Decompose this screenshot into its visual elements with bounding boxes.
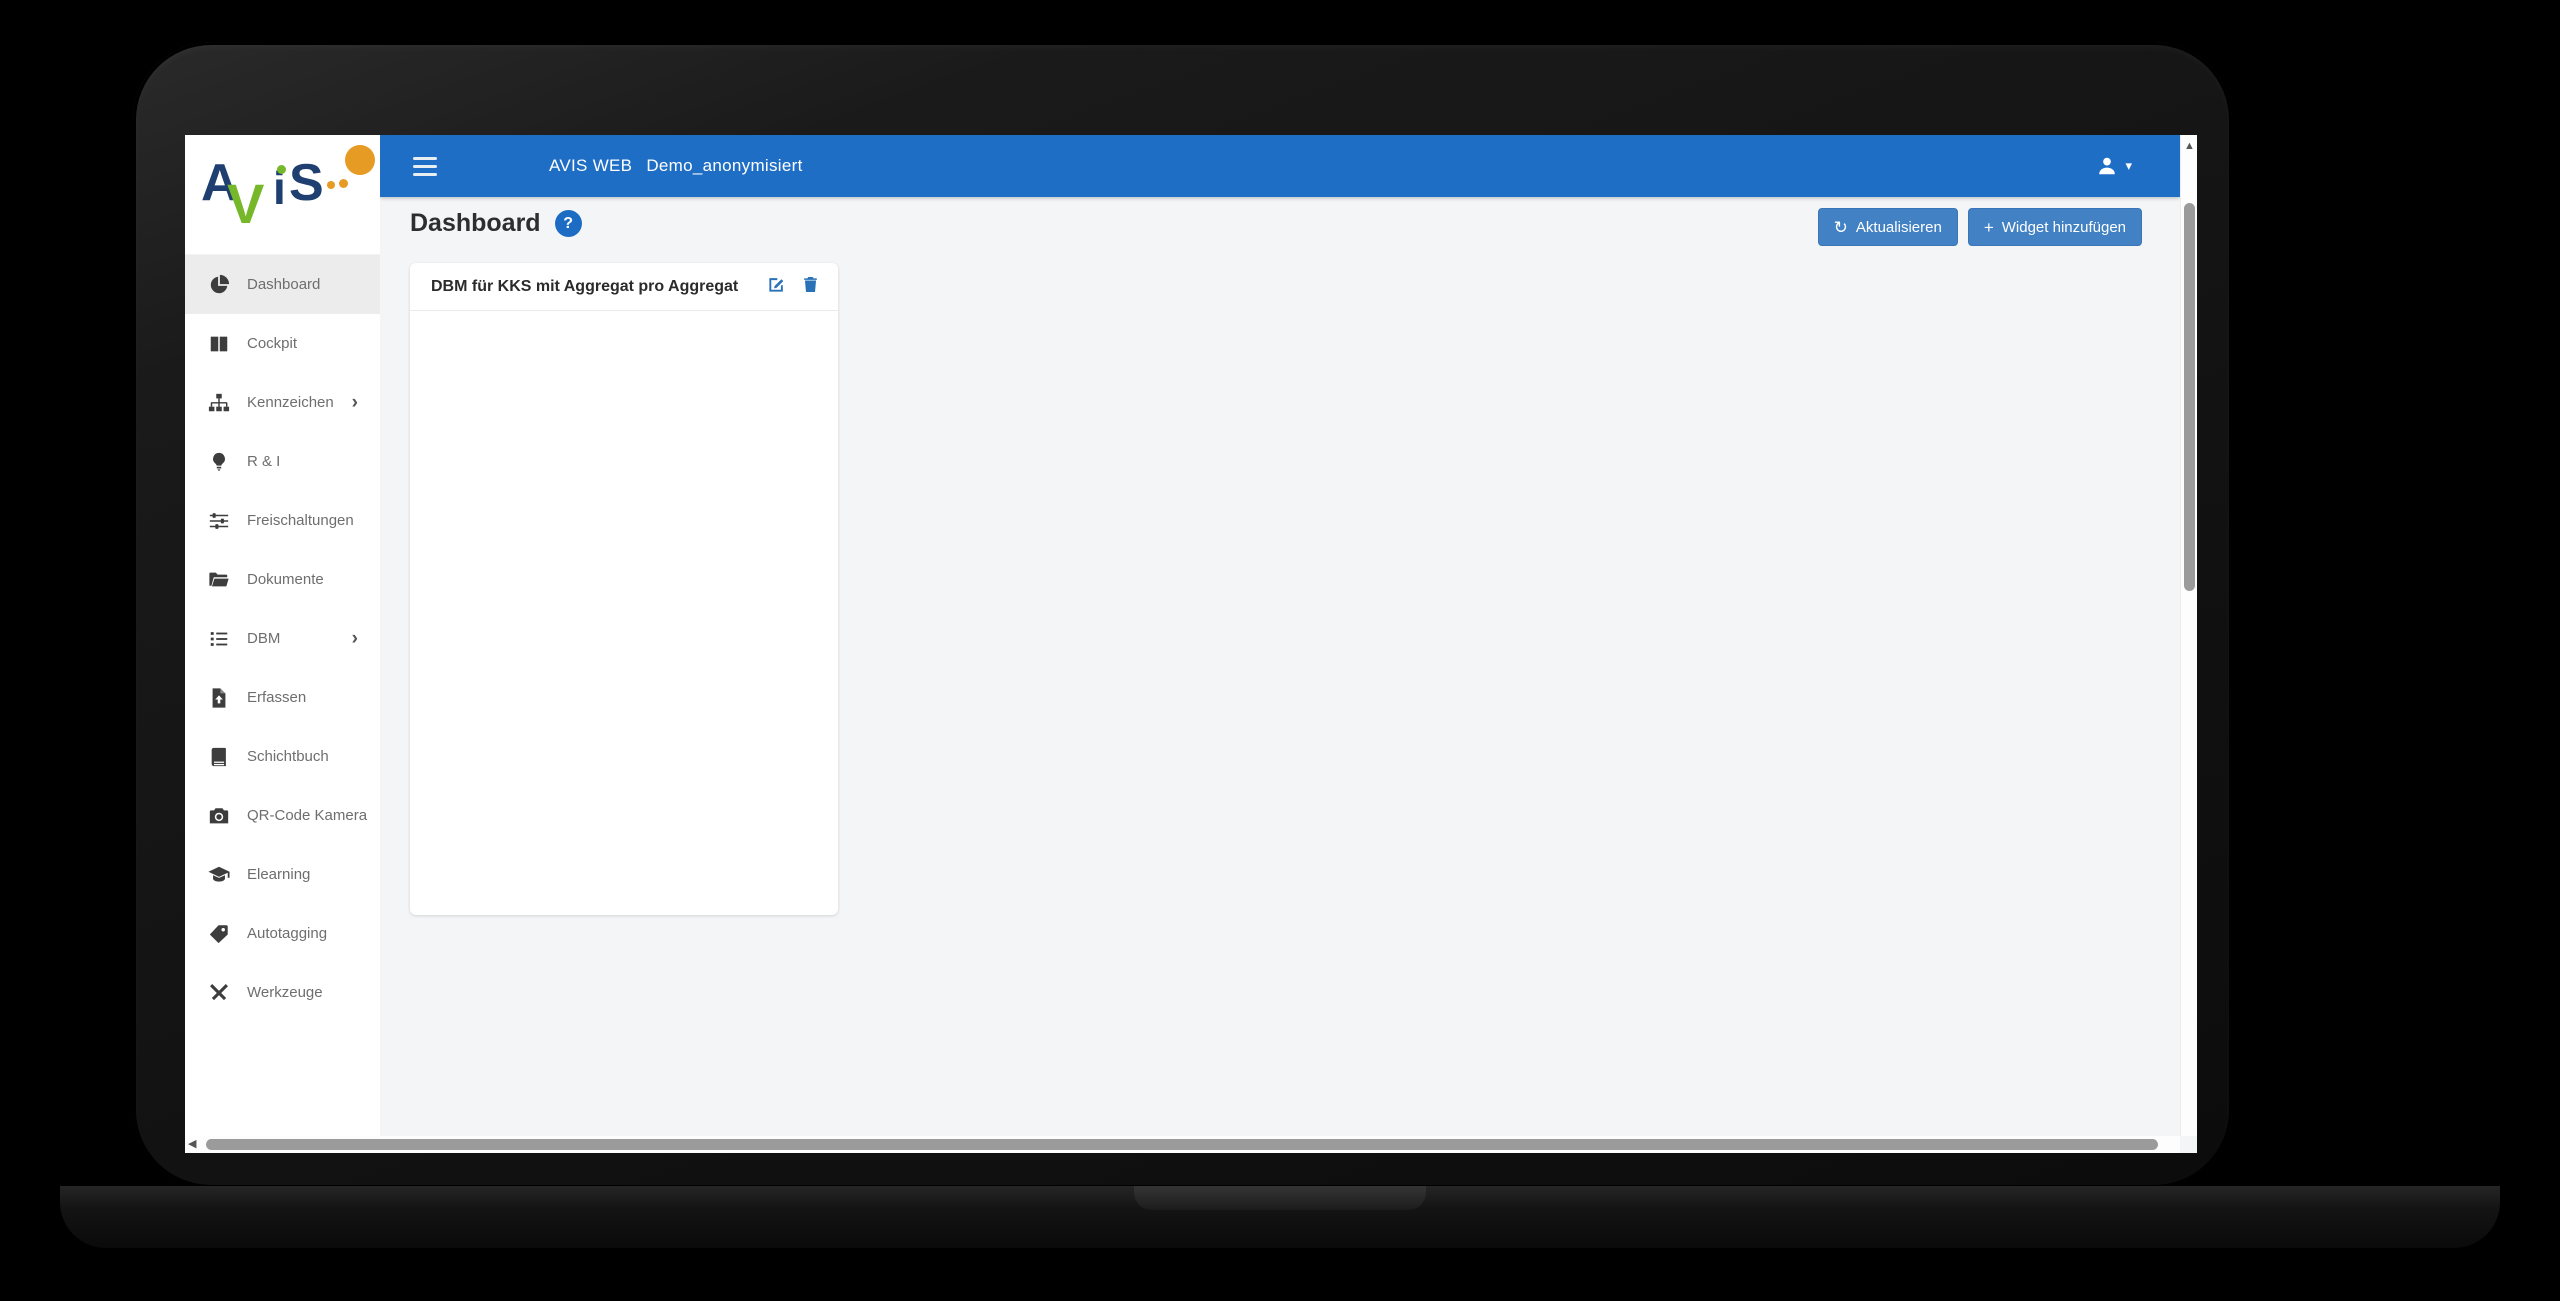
app-title: AVIS WEB Demo_anonymisiert xyxy=(549,156,803,175)
sidebar-item-label: Erfassen xyxy=(247,689,307,706)
graduation-cap-icon xyxy=(208,866,230,882)
lightbulb-icon xyxy=(213,452,225,471)
page-header: Dashboard ? xyxy=(410,209,582,238)
sidebar-item-label: DBM xyxy=(247,630,281,647)
page-title: Dashboard xyxy=(410,209,541,237)
sliders-icon xyxy=(209,512,229,529)
main-content: Dashboard ? ↻ Aktualisieren + Widget hin… xyxy=(380,197,2180,1136)
sidebar-item-label: R & I xyxy=(247,453,281,470)
sidebar-item-label: QR-Code Kamera xyxy=(247,807,368,824)
plus-icon: + xyxy=(1983,217,1994,237)
sidebar-item-label: Dokumente xyxy=(247,571,324,588)
sidebar-item-label: Dashboard xyxy=(247,276,321,293)
columns-icon xyxy=(210,336,228,351)
sidebar-item-erfassen[interactable]: Erfassen xyxy=(185,668,380,727)
user-menu[interactable]: ▾ xyxy=(2096,155,2132,177)
user-icon xyxy=(2099,157,2116,175)
chevron-down-icon: ▾ xyxy=(2125,158,2132,173)
sidebar-item-schichtbuch[interactable]: Schichtbuch xyxy=(185,727,380,786)
book-icon xyxy=(211,747,226,766)
edit-icon xyxy=(769,277,784,292)
logo-orange-dot xyxy=(327,181,335,189)
tag-icon xyxy=(209,924,228,943)
header-buttons: ↻ Aktualisieren + Widget hinzufügen xyxy=(1817,208,2142,246)
sidebar-item-label: Kennzeichen xyxy=(247,394,334,411)
sidebar-item-dashboard[interactable]: Dashboard xyxy=(185,255,380,314)
sidebar-item-r-i[interactable]: R & I xyxy=(185,432,380,491)
delete-widget-button[interactable] xyxy=(801,275,820,299)
logo-orange-circle xyxy=(345,145,375,175)
sidebar-nav: Dashboard Cockpit Kennzeichen › R & I Freisch… xyxy=(185,255,380,1022)
sidebar-item-label: Cockpit xyxy=(247,335,298,352)
left-arrow-icon[interactable]: ◀ xyxy=(188,1138,197,1150)
pie-chart-icon xyxy=(210,274,230,293)
app-bar: AVIS WEB Demo_anonymisiert ▾ xyxy=(380,135,2180,197)
sidebar-item-label: Werkzeuge xyxy=(247,984,323,1001)
horizontal-scrollbar[interactable]: ◀ xyxy=(185,1136,2180,1153)
sitemap-icon xyxy=(208,393,230,411)
sidebar-item-kennzeichen[interactable]: Kennzeichen › xyxy=(185,373,380,432)
screen-viewport: A V i S Dashboard Cockpit Kennzeichen › R & … xyxy=(185,135,2197,1153)
sidebar-item-elearning[interactable]: Elearning xyxy=(185,845,380,904)
laptop-base xyxy=(60,1186,2500,1248)
refresh-button[interactable]: ↻ Aktualisieren xyxy=(1817,208,1958,246)
delete-icon xyxy=(804,276,817,292)
camera-icon xyxy=(209,807,229,823)
vertical-scrollbar-thumb[interactable] xyxy=(2184,203,2195,591)
folder-icon xyxy=(209,572,229,586)
sidebar-item-cockpit[interactable]: Cockpit xyxy=(185,314,380,373)
avis-logo: A V i S xyxy=(185,135,380,255)
sidebar-item-autotagging[interactable]: Autotagging xyxy=(185,904,380,963)
help-icon[interactable]: ? xyxy=(554,210,582,237)
sidebar-item-label: Schichtbuch xyxy=(247,748,329,765)
widget-card-aggregat: DBM für KKS mit Aggregat pro Aggregat xyxy=(410,263,838,915)
tools-icon xyxy=(210,983,228,1000)
up-arrow-icon[interactable]: ▲ xyxy=(2184,140,2195,152)
sidebar-item-label: Freischaltungen xyxy=(247,512,354,529)
sidebar: A V i S Dashboard Cockpit Kennzeichen › R & … xyxy=(185,135,380,1136)
refresh-icon: ↻ xyxy=(1833,217,1848,237)
laptop-base-notch xyxy=(1134,1186,1426,1210)
add-widget-button[interactable]: + Widget hinzufügen xyxy=(1967,208,2142,246)
sidebar-item-dokumente[interactable]: Dokumente xyxy=(185,550,380,609)
chevron-right-icon: › xyxy=(351,628,358,649)
sidebar-item-werkzeuge[interactable]: Werkzeuge xyxy=(185,963,380,1022)
widget-title: DBM für KKS mit Aggregat pro Aggregat xyxy=(431,277,739,295)
vertical-scrollbar[interactable]: ▲ xyxy=(2180,135,2197,1136)
logo-orange-dot xyxy=(339,179,348,188)
widget-header: DBM für KKS mit Aggregat pro Aggregat xyxy=(410,263,838,311)
sidebar-item-label: Elearning xyxy=(247,866,311,883)
tasks-icon xyxy=(210,631,228,646)
sidebar-item-qr-code-kamera[interactable]: QR-Code Kamera xyxy=(185,786,380,845)
sidebar-item-freischaltungen[interactable]: Freischaltungen xyxy=(185,491,380,550)
sidebar-item-label: Autotagging xyxy=(247,925,328,942)
hamburger-icon[interactable] xyxy=(413,156,437,176)
edit-widget-button[interactable] xyxy=(767,275,786,299)
file-upload-icon xyxy=(212,687,226,708)
sidebar-item-dbm[interactable]: DBM › xyxy=(185,609,380,668)
chevron-right-icon: › xyxy=(351,392,358,413)
horizontal-scrollbar-thumb[interactable] xyxy=(206,1139,2158,1150)
logo-green-dot xyxy=(277,165,286,174)
